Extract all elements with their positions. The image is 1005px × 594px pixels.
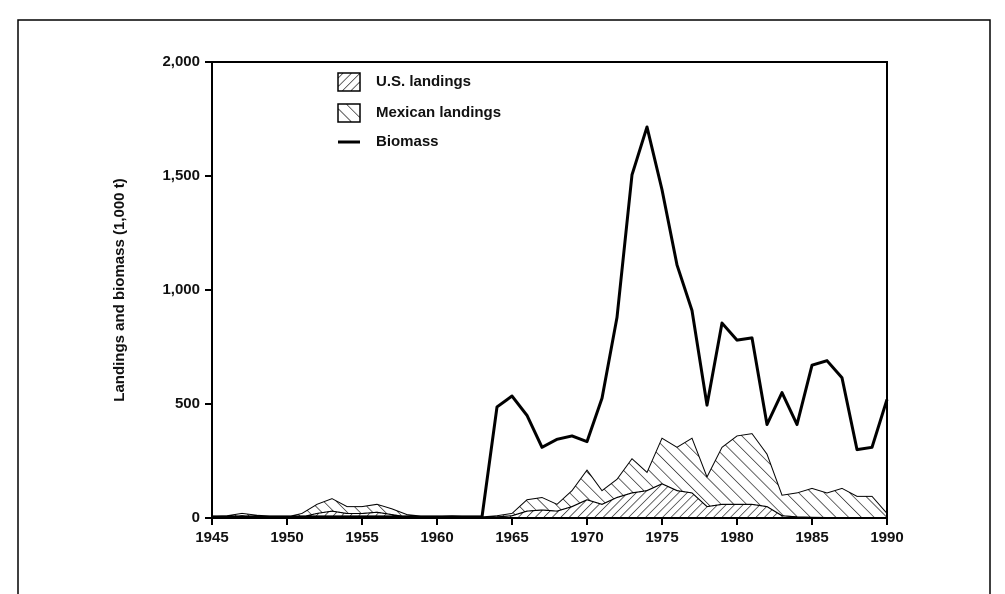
landings-area <box>211 433 888 519</box>
y-tick-label: 500 <box>175 395 200 412</box>
y-tick-label: 2,000 <box>162 53 200 70</box>
y-axis-title: Landings and biomass (1,000 t) <box>111 178 128 401</box>
x-tick-label: 1945 <box>195 529 228 546</box>
x-tick-label: 1955 <box>345 529 378 546</box>
legend-label: Mexican landings <box>376 104 501 121</box>
x-tick-label: 1950 <box>270 529 303 546</box>
y-tick-label: 1,000 <box>162 281 200 298</box>
plot-frame <box>211 61 888 519</box>
figure-border <box>17 19 991 594</box>
y-tick-label: 0 <box>192 509 200 526</box>
x-tick-label: 1990 <box>870 529 903 546</box>
biomass-line <box>212 125 889 519</box>
x-tick-label: 1960 <box>420 529 453 546</box>
legend-label: U.S. landings <box>376 73 471 90</box>
x-tick-label: 1975 <box>645 529 678 546</box>
legend-swatch <box>337 72 361 92</box>
legend-swatch <box>337 103 361 123</box>
x-tick-label: 1965 <box>495 529 528 546</box>
legend-label: Biomass <box>376 133 439 150</box>
x-tick-label: 1980 <box>720 529 753 546</box>
x-tick-label: 1985 <box>795 529 828 546</box>
x-tick-label: 1970 <box>570 529 603 546</box>
y-tick-label: 1,500 <box>162 167 200 184</box>
